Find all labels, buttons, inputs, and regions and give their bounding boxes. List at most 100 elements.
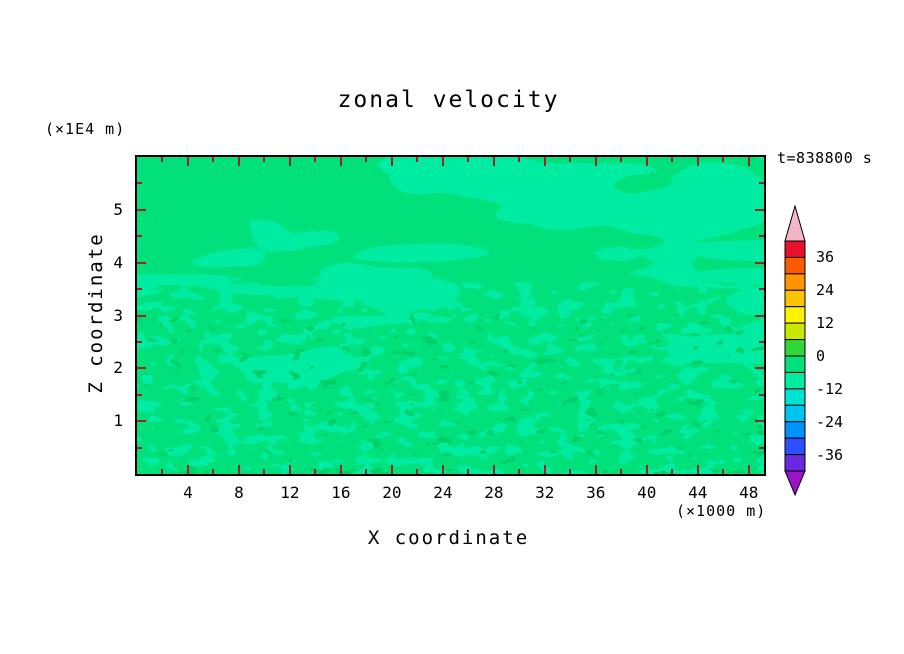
x-tick: [492, 465, 495, 474]
y-tick-label: 1: [113, 411, 123, 431]
colorbar-segment: [784, 240, 806, 258]
x-tick: [747, 157, 750, 166]
x-axis-unit-label: (×1000 m): [676, 502, 767, 520]
colorbar-segment: [784, 322, 806, 341]
y-tick: [755, 420, 764, 423]
x-tick: [390, 465, 393, 474]
time-annotation: t=838800 s: [777, 149, 873, 167]
y-minor-tick: [759, 235, 764, 238]
x-minor-tick: [314, 469, 317, 474]
x-minor-tick: [212, 469, 215, 474]
x-minor-tick: [518, 469, 521, 474]
colorbar-segment: [784, 273, 806, 291]
y-tick: [755, 314, 764, 317]
colorbar-under-arrow: [784, 470, 806, 497]
x-minor-tick: [263, 469, 266, 474]
y-tick: [137, 261, 146, 264]
colorbar-bar: [784, 205, 806, 497]
x-minor-tick: [161, 157, 164, 162]
y-tick-label: 3: [113, 305, 123, 325]
x-tick: [696, 465, 699, 474]
x-tick: [747, 465, 750, 474]
colorbar-segments: [784, 240, 806, 472]
y-minor-tick: [759, 340, 764, 343]
x-minor-tick: [314, 157, 317, 162]
colorbar-segment: [784, 371, 806, 390]
colorbar-segment: [784, 454, 806, 472]
x-minor-tick: [365, 157, 368, 162]
colorbar-segment: [784, 256, 806, 275]
x-tick-label: 4: [183, 483, 193, 502]
colorbar-tick-label: -36: [816, 445, 844, 464]
field-speckle-dark-layer: [137, 322, 764, 474]
y-tick: [755, 208, 764, 211]
x-tick-label: 16: [331, 483, 351, 502]
x-tick-label: 32: [535, 483, 555, 502]
colorbar-tick-label: 24: [816, 281, 835, 300]
x-tick: [186, 465, 189, 474]
y-minor-tick: [137, 340, 142, 343]
x-minor-tick: [722, 157, 725, 162]
x-minor-tick: [212, 157, 215, 162]
x-minor-tick: [416, 157, 419, 162]
y-tick-label: 5: [113, 199, 123, 219]
x-tick-label: 12: [280, 483, 300, 502]
y-minor-tick: [759, 182, 764, 185]
x-tick: [492, 157, 495, 166]
x-tick: [594, 157, 597, 166]
x-tick-label: 24: [433, 483, 453, 502]
y-minor-tick: [759, 393, 764, 396]
x-minor-tick: [161, 469, 164, 474]
y-tick: [137, 314, 146, 317]
x-tick: [441, 157, 444, 166]
x-tick: [237, 465, 240, 474]
y-tick: [755, 367, 764, 370]
x-tick: [288, 465, 291, 474]
y-tick: [137, 367, 146, 370]
y-minor-tick: [137, 393, 142, 396]
x-tick-label: 28: [484, 483, 504, 502]
x-tick-label: 40: [637, 483, 657, 502]
x-tick: [594, 465, 597, 474]
colorbar-segment: [784, 388, 806, 406]
x-axis-title: X coordinate: [367, 527, 530, 549]
y-tick: [755, 261, 764, 264]
y-tick: [137, 420, 146, 423]
x-minor-tick: [263, 157, 266, 162]
x-minor-tick: [365, 469, 368, 474]
y-axis-unit-label: (×1E4 m): [45, 120, 126, 138]
x-tick: [645, 157, 648, 166]
x-tick-label: 8: [234, 483, 244, 502]
x-tick: [390, 157, 393, 166]
x-minor-tick: [620, 157, 623, 162]
x-tick: [441, 465, 444, 474]
colorbar-tick-label: 0: [816, 347, 826, 365]
x-minor-tick: [620, 469, 623, 474]
y-minor-tick: [759, 288, 764, 291]
x-tick-label: 20: [382, 483, 402, 502]
colorbar-tick-label: 36: [816, 248, 835, 267]
x-minor-tick: [671, 469, 674, 474]
colorbar: 36 24 12 0 -12 -24 -36: [783, 205, 873, 497]
x-tick: [543, 157, 546, 166]
x-tick: [339, 465, 342, 474]
x-minor-tick: [416, 469, 419, 474]
plot-area: 4 8 12 16 20 24 28 32 36 40 44 48 1 2 3 4 5: [113, 155, 766, 502]
y-tick-label: 2: [113, 358, 123, 378]
x-tick: [543, 465, 546, 474]
x-tick: [186, 157, 189, 166]
colorbar-segment: [784, 437, 806, 456]
y-tick-label: 4: [113, 252, 123, 272]
x-tick-label: 36: [586, 483, 606, 502]
colorbar-tick-label: 12: [816, 314, 835, 333]
x-minor-tick: [722, 469, 725, 474]
x-minor-tick: [569, 469, 572, 474]
colorbar-segment: [784, 306, 806, 324]
x-minor-tick: [467, 157, 470, 162]
x-minor-tick: [518, 157, 521, 162]
y-minor-tick: [137, 182, 142, 185]
x-minor-tick: [671, 157, 674, 162]
x-tick: [237, 157, 240, 166]
colorbar-segment: [784, 355, 806, 373]
colorbar-segment: [784, 289, 806, 308]
